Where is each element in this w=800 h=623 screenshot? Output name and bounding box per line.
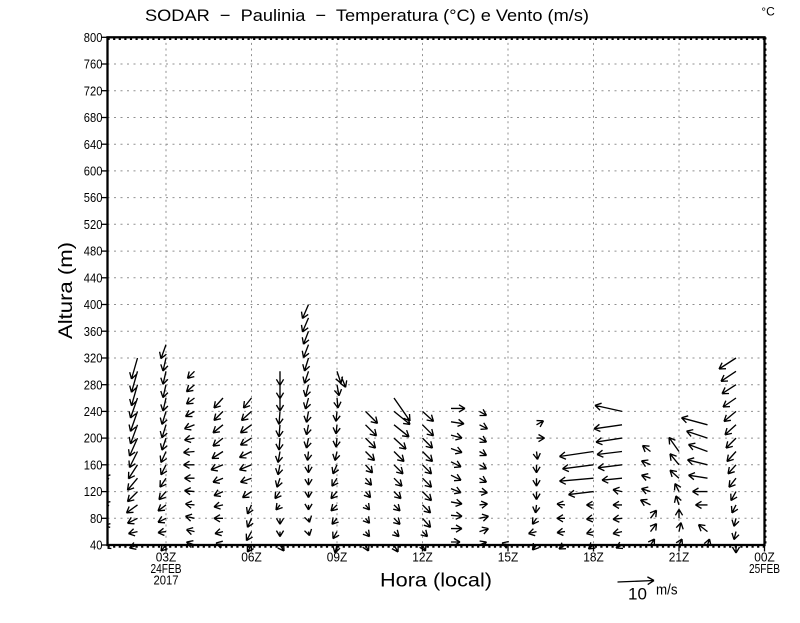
svg-text:320: 320	[84, 352, 103, 366]
svg-text:200: 200	[84, 432, 103, 446]
svg-text:800: 800	[84, 31, 103, 45]
svg-text:560: 560	[84, 191, 103, 205]
svg-text:280: 280	[84, 378, 103, 392]
svg-text:680: 680	[84, 111, 103, 125]
svg-text:2017: 2017	[154, 574, 179, 588]
svg-text:18Z: 18Z	[583, 551, 604, 565]
svg-text:640: 640	[84, 138, 103, 152]
svg-text:400: 400	[84, 298, 103, 312]
svg-text:40: 40	[90, 539, 102, 553]
svg-text:25FEB: 25FEB	[749, 562, 780, 576]
svg-text:m/s: m/s	[656, 582, 678, 599]
svg-text:15Z: 15Z	[498, 551, 519, 565]
svg-text:Altura (m): Altura (m)	[56, 242, 77, 339]
svg-text:160: 160	[84, 458, 103, 472]
svg-text:°C: °C	[761, 5, 775, 19]
svg-text:21Z: 21Z	[669, 551, 690, 565]
svg-text:360: 360	[84, 325, 103, 339]
svg-text:Hora (local): Hora (local)	[380, 571, 492, 592]
svg-text:520: 520	[84, 218, 103, 232]
svg-text:00Z: 00Z	[754, 551, 775, 565]
svg-text:06Z: 06Z	[241, 551, 262, 565]
svg-text:480: 480	[84, 245, 103, 259]
svg-text:120: 120	[84, 485, 103, 499]
svg-text:440: 440	[84, 271, 103, 285]
svg-text:240: 240	[84, 405, 103, 419]
svg-text:12Z: 12Z	[412, 551, 433, 565]
svg-text:760: 760	[84, 58, 103, 72]
svg-text:09Z: 09Z	[327, 551, 348, 565]
svg-text:SODAR − Paulinia − Tempera: SODAR − Paulinia − Temperatura (°C) e Ve…	[145, 6, 589, 25]
svg-text:600: 600	[84, 165, 103, 179]
svg-text:10: 10	[628, 585, 647, 604]
svg-text:720: 720	[84, 84, 103, 98]
svg-text:80: 80	[90, 512, 102, 526]
svg-text:03Z: 03Z	[156, 551, 177, 565]
svg-text:24FEB: 24FEB	[151, 562, 182, 576]
